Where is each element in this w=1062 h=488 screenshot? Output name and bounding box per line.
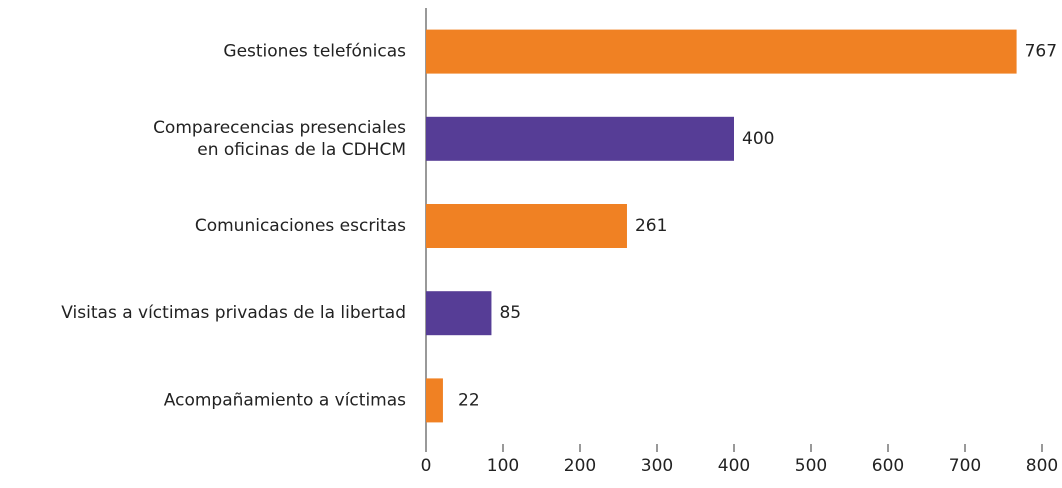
x-tick-label: 800	[1026, 456, 1058, 476]
bar	[426, 291, 492, 336]
x-tick-label: 500	[795, 456, 827, 476]
bar	[426, 116, 734, 161]
x-tick-label: 0	[421, 456, 432, 476]
y-tick-label: Comparecencias presenciales en oficinas d…	[153, 118, 406, 160]
x-tick-label: 200	[564, 456, 596, 476]
y-tick-label: Acompañamiento a víctimas	[164, 390, 406, 410]
y-tick-label: Gestiones telefónicas	[223, 42, 406, 62]
y-tick-label: Comunicaciones escritas	[195, 216, 406, 236]
bar	[426, 29, 1017, 74]
value-label: 85	[499, 303, 521, 323]
bar	[426, 378, 443, 423]
x-tick-label: 100	[487, 456, 519, 476]
value-label: 22	[458, 390, 480, 410]
value-label: 767	[1025, 42, 1057, 62]
x-tick-label: 700	[949, 456, 981, 476]
x-tick-label: 400	[718, 456, 750, 476]
y-tick-label: Visitas a víctimas privadas de la libert…	[61, 303, 406, 323]
x-tick-label: 300	[641, 456, 673, 476]
value-label: 400	[742, 129, 774, 149]
value-label: 261	[635, 216, 667, 236]
bar	[426, 204, 627, 248]
x-tick-label: 600	[872, 456, 904, 476]
